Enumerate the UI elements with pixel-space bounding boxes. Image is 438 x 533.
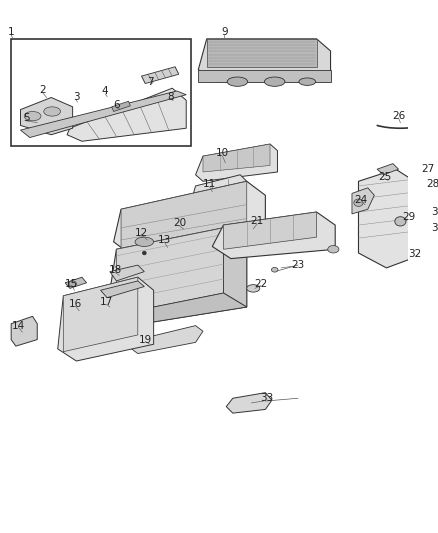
- Polygon shape: [207, 39, 317, 67]
- Polygon shape: [113, 181, 265, 256]
- Ellipse shape: [44, 107, 60, 116]
- Polygon shape: [352, 188, 374, 214]
- Text: 33: 33: [260, 393, 273, 403]
- Polygon shape: [203, 144, 270, 172]
- Text: 18: 18: [109, 265, 122, 274]
- Ellipse shape: [135, 237, 154, 246]
- Polygon shape: [414, 163, 438, 174]
- Text: 21: 21: [251, 216, 264, 227]
- Text: 8: 8: [167, 92, 174, 102]
- Polygon shape: [141, 67, 179, 84]
- Polygon shape: [107, 228, 247, 326]
- Polygon shape: [223, 212, 317, 249]
- Polygon shape: [358, 169, 419, 268]
- Text: 16: 16: [69, 299, 82, 309]
- Text: 10: 10: [216, 148, 229, 158]
- Polygon shape: [117, 293, 247, 326]
- Text: 27: 27: [422, 164, 435, 174]
- Polygon shape: [67, 88, 186, 141]
- Ellipse shape: [424, 227, 436, 235]
- Text: 5: 5: [23, 113, 29, 123]
- Polygon shape: [117, 228, 223, 314]
- Ellipse shape: [424, 209, 436, 218]
- Polygon shape: [195, 144, 278, 181]
- Text: 30: 30: [431, 207, 438, 217]
- Polygon shape: [65, 277, 87, 288]
- Text: 13: 13: [158, 235, 171, 245]
- Text: 19: 19: [139, 335, 152, 345]
- Text: 24: 24: [355, 195, 368, 205]
- Ellipse shape: [69, 281, 76, 287]
- Text: 7: 7: [148, 77, 154, 87]
- Ellipse shape: [328, 246, 339, 253]
- Polygon shape: [198, 70, 331, 82]
- Ellipse shape: [24, 111, 41, 121]
- Polygon shape: [419, 179, 438, 192]
- Text: 1: 1: [8, 27, 14, 37]
- Text: 32: 32: [409, 249, 422, 259]
- Polygon shape: [424, 206, 438, 217]
- Text: 9: 9: [221, 27, 228, 37]
- Text: 4: 4: [102, 86, 109, 96]
- Bar: [11, 39, 191, 146]
- Polygon shape: [21, 91, 186, 138]
- Polygon shape: [112, 101, 131, 111]
- Polygon shape: [21, 98, 73, 135]
- Text: 26: 26: [392, 111, 405, 121]
- Text: 28: 28: [426, 179, 438, 189]
- Polygon shape: [110, 265, 145, 281]
- Polygon shape: [377, 164, 399, 175]
- Ellipse shape: [395, 217, 406, 226]
- Ellipse shape: [265, 77, 285, 86]
- Text: 22: 22: [254, 279, 267, 289]
- Ellipse shape: [272, 268, 278, 272]
- Polygon shape: [11, 316, 37, 346]
- Ellipse shape: [299, 78, 316, 85]
- Text: 29: 29: [402, 212, 415, 222]
- Text: 12: 12: [135, 228, 148, 238]
- Text: 15: 15: [65, 279, 78, 289]
- Ellipse shape: [354, 199, 363, 206]
- Polygon shape: [64, 277, 138, 352]
- Polygon shape: [226, 393, 272, 413]
- Ellipse shape: [424, 183, 434, 191]
- Text: 20: 20: [173, 218, 186, 228]
- Polygon shape: [101, 281, 145, 298]
- Ellipse shape: [247, 285, 260, 292]
- Text: 23: 23: [291, 260, 304, 270]
- Text: 31: 31: [431, 223, 438, 233]
- Polygon shape: [198, 39, 331, 82]
- Text: 17: 17: [99, 297, 113, 308]
- Text: 25: 25: [378, 172, 391, 182]
- Polygon shape: [58, 277, 154, 361]
- Ellipse shape: [142, 251, 146, 255]
- Polygon shape: [131, 326, 203, 353]
- Polygon shape: [424, 221, 438, 235]
- Polygon shape: [212, 212, 335, 259]
- Text: 2: 2: [39, 85, 46, 95]
- Ellipse shape: [227, 77, 247, 86]
- Text: 11: 11: [203, 179, 216, 189]
- Text: 14: 14: [12, 321, 25, 330]
- Polygon shape: [121, 181, 247, 249]
- Text: 6: 6: [113, 100, 120, 110]
- Text: 3: 3: [73, 92, 80, 102]
- Polygon shape: [223, 228, 247, 307]
- Polygon shape: [191, 175, 247, 209]
